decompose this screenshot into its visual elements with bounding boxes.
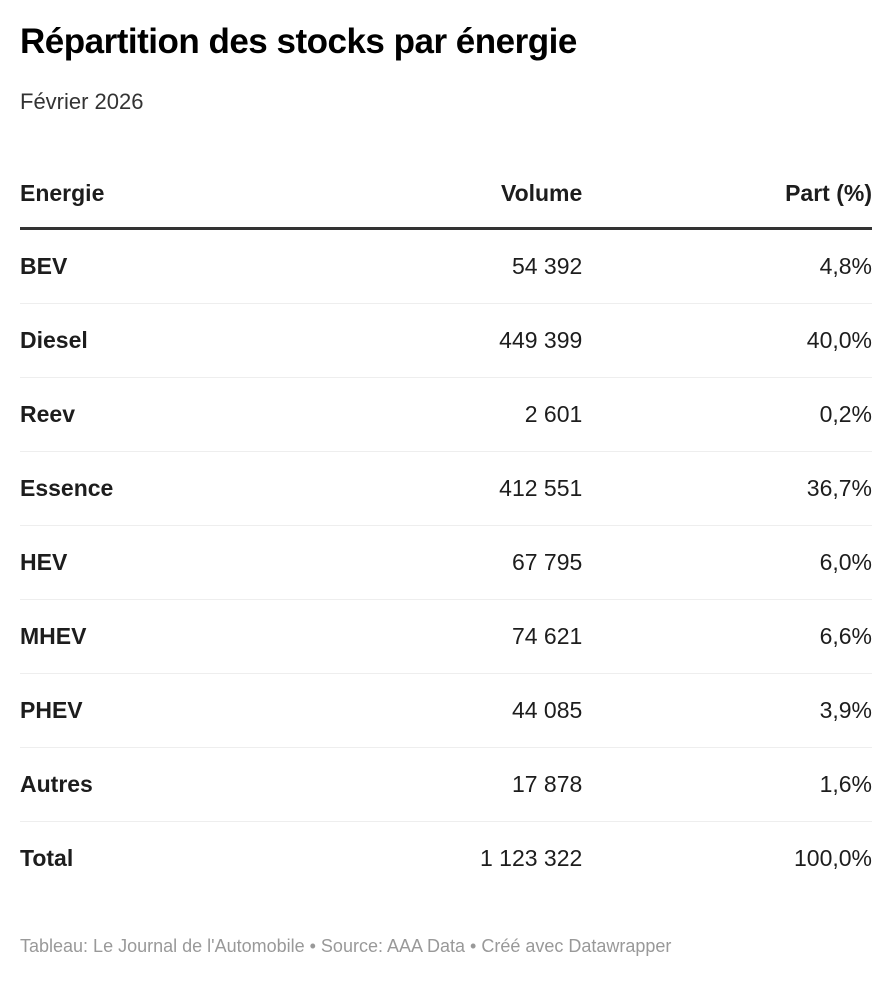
cell-energie: Total — [20, 844, 74, 871]
table-row: MHEV 74 621 6,6% — [20, 599, 872, 674]
cell-volume: 449 399 — [301, 303, 583, 378]
attribution-line: Tableau: Le Journal de l'Automobile • So… — [20, 935, 672, 956]
chart-subtitle: Février 2026 — [20, 89, 144, 115]
cell-energie: PHEV — [20, 673, 302, 748]
table-row: Reev 2 601 0,2% — [20, 377, 872, 452]
table-header: Energie Volume Part (%) — [20, 178, 872, 230]
header-row: Energie Volume Part (%) — [20, 178, 872, 230]
data-table: Energie Volume Part (%) BEV 54 392 4,8% … — [20, 178, 872, 895]
table-row: BEV 54 392 4,8% — [20, 228, 872, 304]
cell-part: 0,2% — [582, 377, 872, 452]
cell-volume: 17 878 — [301, 747, 583, 822]
cell-part: 3,9% — [582, 673, 872, 748]
cell-part: 4,8% — [582, 228, 872, 304]
cell-part: 6,0% — [582, 525, 872, 600]
cell-part: 40,0% — [582, 303, 872, 378]
cell-energie: BEV — [20, 228, 302, 304]
cell-volume: 1 123 322 — [479, 844, 583, 871]
table-row: Essence 412 551 36,7% — [20, 451, 872, 526]
cell-part: 6,6% — [582, 599, 872, 674]
cell-volume: 412 551 — [301, 451, 583, 526]
table-body: BEV 54 392 4,8% Diesel 449 399 40,0% Ree… — [20, 228, 872, 895]
column-header-part: Part (%) — [582, 178, 872, 230]
table-row-total: Total 1 123 322 100,0% — [20, 821, 872, 895]
cell-volume: 67 795 — [301, 525, 583, 600]
cell-energie: Reev — [20, 377, 302, 452]
cell-energie: MHEV — [20, 599, 302, 674]
cell-energie: Essence — [20, 451, 302, 526]
table-row: Autres 17 878 1,6% — [20, 747, 872, 822]
cell-volume: 74 621 — [301, 599, 583, 674]
cell-volume: 44 085 — [301, 673, 583, 748]
cell-volume: 54 392 — [301, 228, 583, 304]
table-row: HEV 67 795 6,0% — [20, 525, 872, 600]
cell-part: 36,7% — [582, 451, 872, 526]
cell-volume: 2 601 — [301, 377, 583, 452]
cell-part: 1,6% — [582, 747, 872, 822]
chart-title: Répartition des stocks par énergie — [20, 22, 577, 61]
cell-energie: Autres — [20, 747, 302, 822]
table-row: PHEV 44 085 3,9% — [20, 673, 872, 748]
cell-energie: Diesel — [20, 303, 302, 378]
cell-energie: HEV — [20, 525, 302, 600]
column-header-volume: Volume — [301, 178, 583, 230]
column-header-energie: Energie — [20, 178, 302, 230]
cell-part: 100,0% — [793, 844, 872, 871]
table-row: Diesel 449 399 40,0% — [20, 303, 872, 378]
